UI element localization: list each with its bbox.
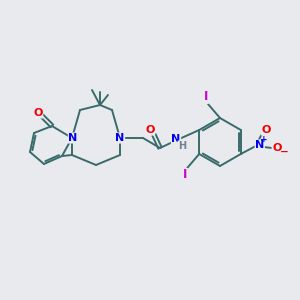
Text: N: N: [68, 133, 78, 143]
Text: N: N: [255, 140, 264, 150]
Text: +: +: [260, 136, 268, 145]
Text: O: O: [33, 108, 43, 118]
Text: O: O: [261, 125, 271, 135]
Text: I: I: [204, 91, 208, 103]
Text: −: −: [279, 147, 288, 157]
Text: H: H: [178, 141, 186, 151]
Text: O: O: [272, 143, 281, 153]
Text: O: O: [145, 125, 155, 135]
Text: N: N: [116, 133, 124, 143]
Text: N: N: [171, 134, 181, 144]
Text: I: I: [183, 169, 188, 182]
